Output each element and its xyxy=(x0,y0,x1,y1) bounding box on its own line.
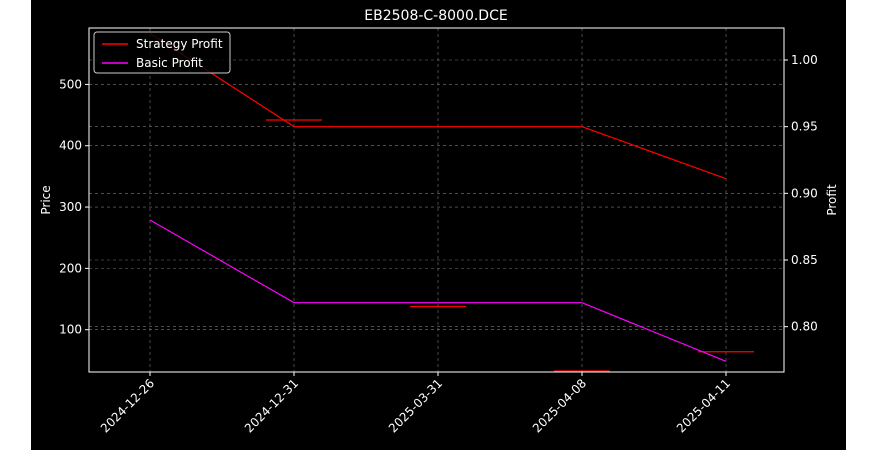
y-axis-left: 100 200 300 400 500 xyxy=(59,77,89,337)
grid-lines xyxy=(89,28,784,372)
x-tick-label: 2025-03-31 xyxy=(386,376,445,435)
price-marks xyxy=(266,119,754,372)
y-tick-label-right: 0.85 xyxy=(791,253,818,267)
y-tick-label-right: 0.80 xyxy=(791,320,818,334)
y-tick-label-right: 1.00 xyxy=(791,53,818,67)
series-line xyxy=(149,219,727,362)
x-tick-label: 2025-04-11 xyxy=(674,376,733,435)
chart-title: EB2508-C-8000.DCE xyxy=(364,8,507,24)
y-tick-label-right: 0.90 xyxy=(791,186,818,200)
y-tick-label: 400 xyxy=(59,139,82,153)
y-tick-label-right: 0.95 xyxy=(791,120,818,134)
y-tick-label: 300 xyxy=(59,200,82,214)
plot-frame xyxy=(88,27,785,373)
x-axis: 2024-12-26 2024-12-31 2025-03-31 2025-04-08… xyxy=(98,372,733,435)
y-tick-label: 500 xyxy=(59,77,82,91)
y-tick-label: 100 xyxy=(59,323,82,337)
chart-figure: EB2508-C-8000.DCE 2024-12-26 2024-12-31 20… xyxy=(31,0,846,450)
x-tick-label: 2024-12-26 xyxy=(98,376,157,435)
series-lines xyxy=(149,32,727,362)
y-axis-label-left: Price xyxy=(39,185,53,214)
x-tick-label: 2025-04-08 xyxy=(530,376,589,435)
y-tick-label: 200 xyxy=(59,261,82,275)
y-axis-right: 0.80 0.85 0.90 0.95 1.00 xyxy=(784,53,818,334)
x-tick-label: 2024-12-31 xyxy=(242,376,301,435)
legend-label: Basic Profit xyxy=(136,56,203,70)
legend-label: Strategy Profit xyxy=(136,37,223,51)
y-axis-label-right: Profit xyxy=(825,184,839,216)
chart-svg: EB2508-C-8000.DCE 2024-12-26 2024-12-31 20… xyxy=(39,8,839,435)
legend: Strategy Profit Basic Profit xyxy=(93,31,231,74)
series-line xyxy=(149,32,727,180)
